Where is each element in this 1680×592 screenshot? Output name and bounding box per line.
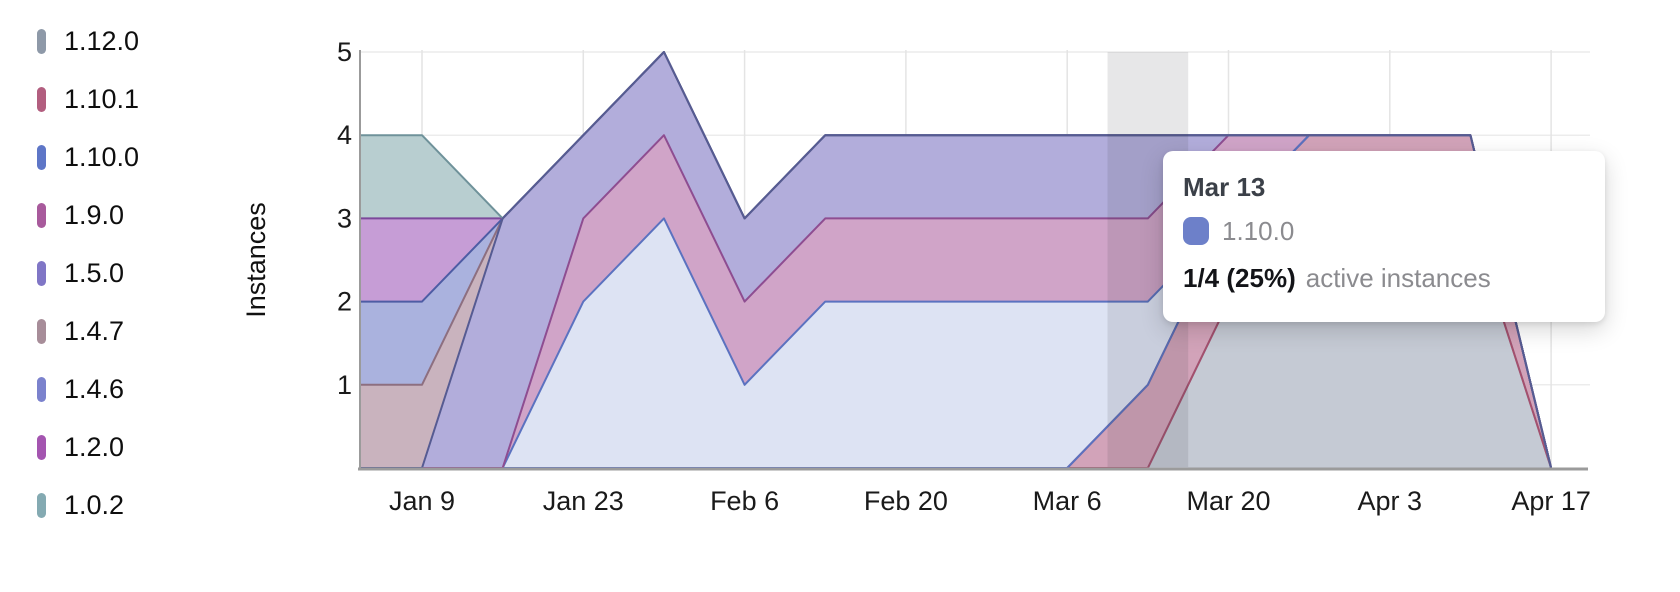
- y-tick-label: 5: [337, 37, 352, 67]
- legend-label: 1.0.2: [64, 489, 125, 520]
- x-tick-label: Feb 6: [710, 486, 779, 516]
- tooltip-value-row: 1/4 (25%) active instances: [1183, 263, 1585, 293]
- legend-marker-icon: [37, 260, 46, 286]
- tooltip-date: Mar 13: [1183, 172, 1266, 202]
- x-tick-label: Apr 3: [1358, 486, 1423, 516]
- legend-marker-icon: [37, 434, 46, 460]
- x-tick-label: Jan 9: [389, 486, 455, 516]
- legend-label: 1.2.0: [64, 431, 125, 462]
- legend-label: 1.10.1: [64, 83, 140, 114]
- tooltip-value-suffix: active instances: [1305, 263, 1491, 293]
- y-tick-label: 4: [337, 120, 352, 150]
- legend-label: 1.4.7: [64, 315, 125, 346]
- legend-marker-icon: [37, 318, 46, 344]
- x-tick-label: Jan 23: [543, 486, 624, 516]
- tooltip-value: 1/4 (25%): [1183, 263, 1296, 293]
- legend-item-1.4.6[interactable]: 1.4.6: [37, 360, 139, 418]
- x-tick-label: Feb 20: [864, 486, 948, 516]
- legend: 1.12.0 1.10.1 1.10.0 1.9.0 1.5.0 1.4.7 1.4.6 1.…: [37, 12, 139, 534]
- legend-item-1.5.0[interactable]: 1.5.0: [37, 244, 139, 302]
- legend-marker-icon: [37, 202, 46, 228]
- legend-item-1.9.0[interactable]: 1.9.0: [37, 186, 139, 244]
- legend-item-1.10.0[interactable]: 1.10.0: [37, 128, 139, 186]
- area-1.10.0: [360, 135, 1552, 468]
- legend-item-1.12.0[interactable]: 1.12.0: [37, 12, 139, 70]
- legend-label: 1.9.0: [64, 199, 125, 230]
- y-tick-label: 3: [337, 203, 352, 233]
- y-tick-label: 1: [337, 370, 352, 400]
- legend-label: 1.5.0: [64, 257, 125, 288]
- x-tick-label: Apr 17: [1511, 486, 1591, 516]
- legend-marker-icon: [37, 492, 46, 518]
- x-tick-label: Mar 20: [1186, 486, 1270, 516]
- legend-item-1.2.0[interactable]: 1.2.0: [37, 418, 139, 476]
- legend-label: 1.12.0: [64, 25, 140, 56]
- tooltip-series-row: 1.10.0: [1183, 217, 1585, 245]
- legend-item-1.4.7[interactable]: 1.4.7: [37, 302, 139, 360]
- series-swatch-icon: [1183, 217, 1209, 245]
- tooltip-series-name: 1.10.0: [1222, 216, 1295, 246]
- legend-label: 1.4.6: [64, 373, 125, 404]
- legend-marker-icon: [37, 376, 46, 402]
- legend-marker-icon: [37, 144, 46, 170]
- legend-marker-icon: [37, 86, 46, 112]
- legend-item-1.0.2[interactable]: 1.0.2: [37, 476, 139, 534]
- chart-tooltip: Mar 13 1.10.0 1/4 (25%) active instances: [1163, 151, 1605, 322]
- legend-marker-icon: [37, 28, 46, 54]
- legend-item-1.10.1[interactable]: 1.10.1: [37, 70, 139, 128]
- y-tick-label: 2: [337, 287, 352, 317]
- x-tick-label: Mar 6: [1033, 486, 1102, 516]
- series-line-1.5.0: [360, 51, 1553, 469]
- legend-label: 1.10.0: [64, 141, 140, 172]
